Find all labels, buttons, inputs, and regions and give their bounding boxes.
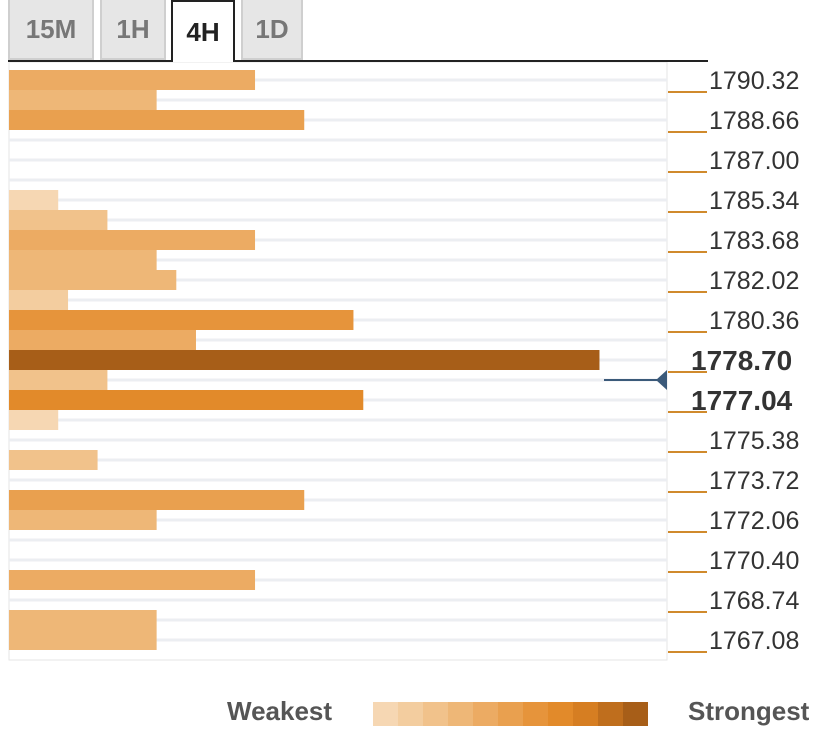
bar-9	[9, 310, 354, 330]
current-price-marker	[656, 370, 667, 390]
bar-15	[9, 450, 98, 470]
tick-label-3: 1785.34	[709, 187, 799, 215]
legend-strongest-label: Strongest	[688, 696, 810, 726]
legend-swatch-5	[498, 702, 523, 726]
tick-label-7: 1778.70	[691, 345, 792, 376]
tick-label-4: 1783.68	[709, 227, 799, 255]
bar-2	[9, 110, 305, 130]
legend-swatch-8	[573, 702, 598, 726]
bar-6	[9, 250, 157, 270]
tick-label-10: 1773.72	[709, 467, 799, 495]
bar-18	[9, 570, 256, 590]
bar-10	[9, 330, 196, 350]
tab-15m[interactable]: 15M	[8, 0, 94, 60]
bar-20	[9, 630, 157, 650]
bar-19	[9, 610, 157, 630]
tick-label-6: 1780.36	[709, 307, 799, 335]
confluence-chart-svg: 1790.32 1788.66 1787.00 1785.34 1783.68 1782.…	[8, 61, 799, 661]
tick-label-13: 1768.74	[709, 587, 799, 615]
legend-swatch-3	[448, 702, 473, 726]
tick-label-0: 1790.32	[709, 67, 799, 95]
bar-4	[9, 210, 108, 230]
legend-color-scale	[373, 702, 648, 726]
legend-swatch-0	[373, 702, 398, 726]
bar-8	[9, 290, 69, 310]
bar-14	[9, 410, 59, 430]
legend-weakest-label: Weakest	[227, 696, 333, 726]
tab-4h[interactable]: 4H	[171, 0, 235, 62]
bar-0	[9, 70, 256, 90]
tab-underline	[8, 60, 708, 62]
bar-7	[9, 270, 177, 290]
timeframe-tabs: 15M 1H 4H 1D	[8, 0, 708, 62]
bar-17	[9, 510, 157, 530]
legend-swatch-2	[423, 702, 448, 726]
legend-swatch-6	[523, 702, 548, 726]
tick-label-9: 1775.38	[709, 427, 799, 455]
strength-legend: Weakest Strongest	[0, 690, 836, 740]
bar-13	[9, 390, 364, 410]
tick-label-5: 1782.02	[709, 267, 799, 295]
legend-swatch-7	[548, 702, 573, 726]
legend-swatch-4	[473, 702, 498, 726]
bar-3	[9, 190, 59, 210]
legend-swatch-10	[623, 702, 648, 726]
confluence-chart: 1790.32 1788.66 1787.00 1785.34 1783.68 1782.…	[8, 61, 799, 661]
bar-12	[9, 370, 108, 390]
bar-16	[9, 490, 305, 510]
tick-label-11: 1772.06	[709, 507, 799, 535]
bar-5	[9, 230, 256, 250]
tick-label-12: 1770.40	[709, 547, 799, 575]
tick-label-14: 1767.08	[709, 627, 799, 655]
bar-1	[9, 90, 157, 110]
legend-swatch-9	[598, 702, 623, 726]
tab-1d[interactable]: 1D	[241, 0, 303, 60]
legend-swatch-1	[398, 702, 423, 726]
bar-11	[9, 350, 600, 370]
tab-1h[interactable]: 1H	[100, 0, 166, 60]
tick-label-8: 1777.04	[691, 385, 793, 416]
tick-label-2: 1787.00	[709, 147, 799, 175]
tick-label-1: 1788.66	[709, 107, 799, 135]
